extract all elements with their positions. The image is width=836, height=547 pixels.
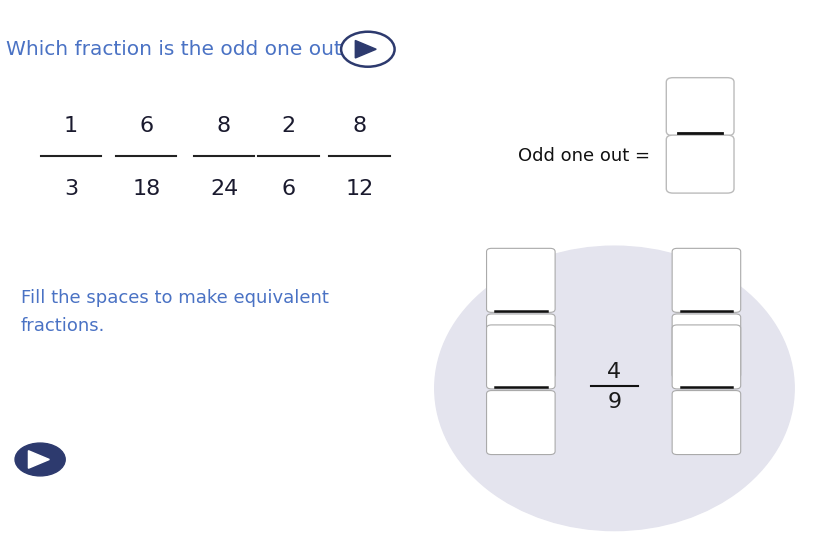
- Text: 9: 9: [608, 392, 621, 412]
- Text: Which fraction is the odd one out?: Which fraction is the odd one out?: [7, 40, 353, 59]
- Ellipse shape: [435, 246, 794, 531]
- FancyBboxPatch shape: [672, 248, 741, 312]
- FancyBboxPatch shape: [666, 135, 734, 193]
- Text: 3: 3: [64, 179, 78, 199]
- FancyBboxPatch shape: [672, 325, 741, 389]
- Circle shape: [341, 32, 395, 67]
- Text: Fill the spaces to make equivalent
fractions.: Fill the spaces to make equivalent fract…: [21, 289, 329, 335]
- Polygon shape: [355, 40, 376, 58]
- Text: 24: 24: [210, 179, 238, 199]
- FancyBboxPatch shape: [487, 248, 555, 312]
- Polygon shape: [28, 451, 49, 468]
- Text: 2: 2: [282, 116, 295, 136]
- Text: 6: 6: [282, 179, 295, 199]
- Text: Odd one out =: Odd one out =: [518, 147, 650, 165]
- Text: 1: 1: [64, 116, 78, 136]
- FancyBboxPatch shape: [672, 314, 741, 378]
- FancyBboxPatch shape: [666, 78, 734, 136]
- FancyBboxPatch shape: [487, 314, 555, 378]
- Text: 8: 8: [217, 116, 231, 136]
- FancyBboxPatch shape: [487, 391, 555, 455]
- Text: 4: 4: [608, 362, 621, 382]
- FancyBboxPatch shape: [487, 325, 555, 389]
- Text: 8: 8: [353, 116, 366, 136]
- Text: 12: 12: [345, 179, 374, 199]
- Text: 18: 18: [132, 179, 161, 199]
- Text: 6: 6: [140, 116, 153, 136]
- FancyBboxPatch shape: [672, 391, 741, 455]
- Circle shape: [15, 443, 65, 476]
